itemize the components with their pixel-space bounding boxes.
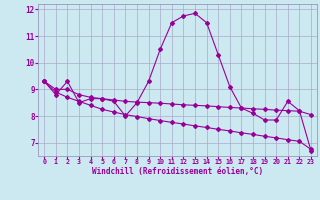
X-axis label: Windchill (Refroidissement éolien,°C): Windchill (Refroidissement éolien,°C) — [92, 167, 263, 176]
